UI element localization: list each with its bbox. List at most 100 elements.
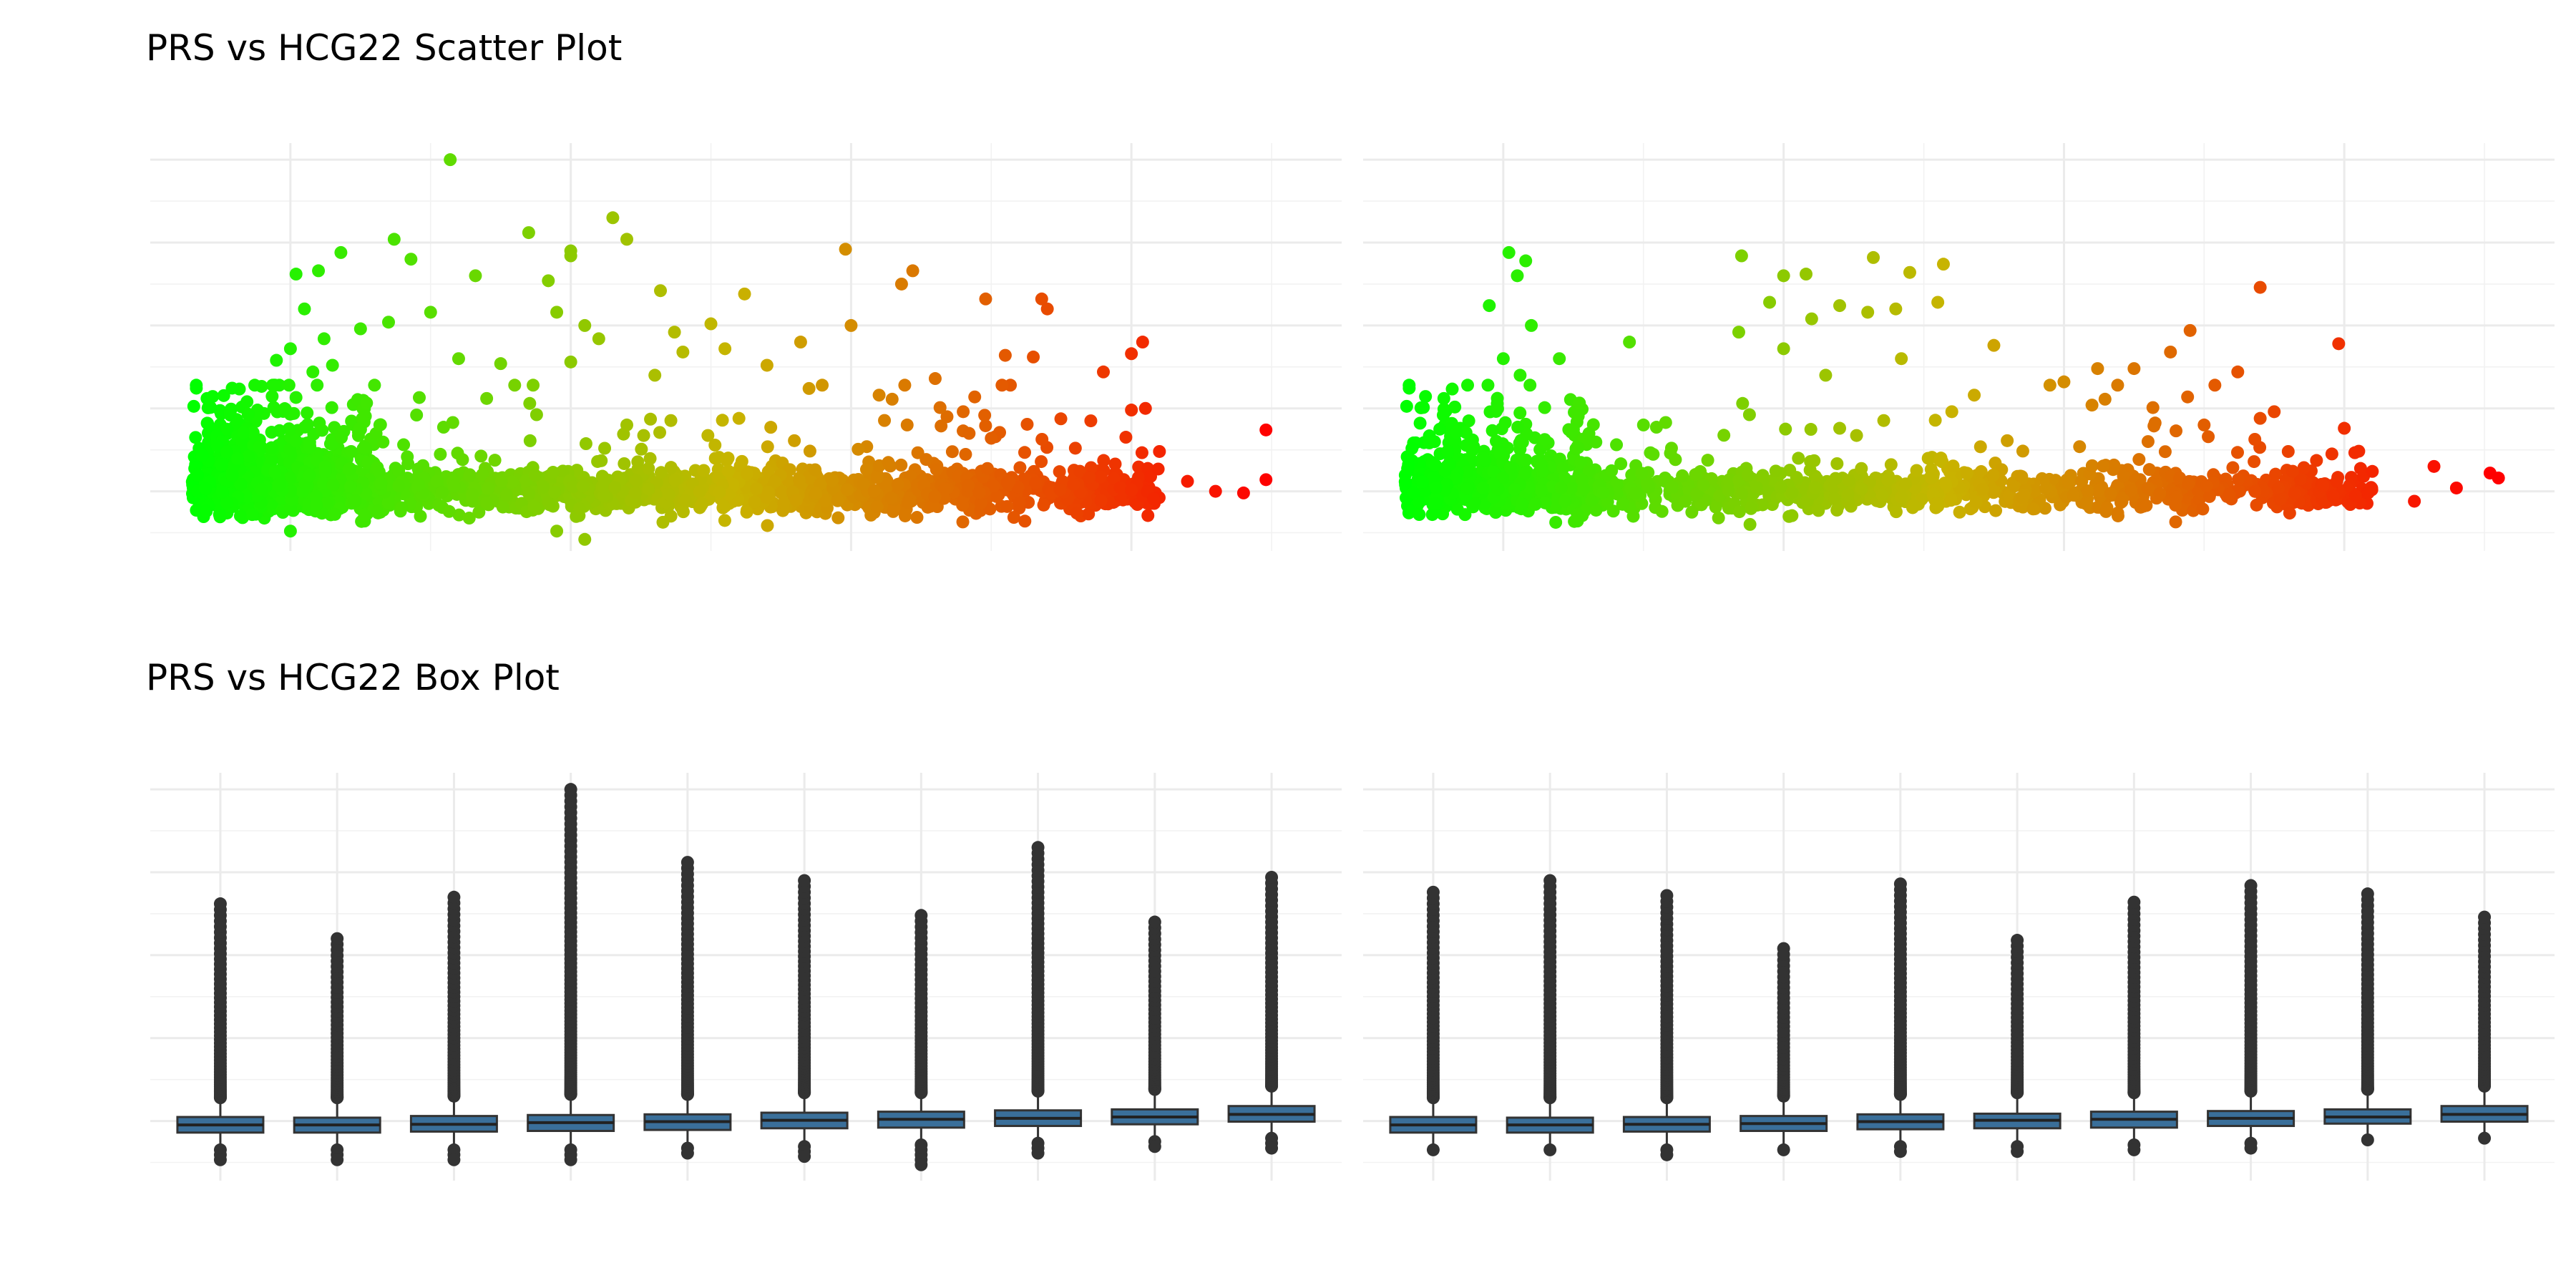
scatter-point [1655,504,1669,518]
scatter-point [1899,477,1913,491]
scatter-point [1974,465,1988,479]
scatter-point [1828,492,1841,506]
scatter-point [1259,473,1273,487]
scatter-point [265,426,278,439]
scatter-point [1535,484,1548,497]
facet-panels [150,143,2555,1181]
scatter-point [342,462,356,476]
scatter-point [704,317,718,331]
scatter-point [1458,508,1472,522]
scatter-point [1842,474,1855,487]
scatter-point [1519,254,1533,268]
scatter-point [1549,515,1563,529]
scatter-point [844,318,858,332]
scatter-point [2449,481,2463,494]
scatter-point [1712,511,1725,525]
scatter-point [940,410,954,424]
scatter-point [1000,499,1014,513]
scatter-point [442,504,456,518]
scatter-point [1054,412,1068,426]
scatter-point [550,306,564,319]
scatter-point [620,233,633,246]
scatter-point [434,447,447,461]
scatter-point [480,496,494,509]
scatter-point [1774,480,1787,494]
outlier-point [1265,870,1279,884]
scatter-point [241,449,255,463]
scatter-point [1400,399,1413,413]
scatter-point [245,508,259,522]
scatter-point [463,469,477,482]
scatter-point [278,402,291,416]
scatter-point [1717,429,1731,442]
scatter-point [225,469,239,482]
scatter-point [283,342,297,356]
scatter-point [2127,362,2141,376]
scatter-point [265,389,279,403]
scatter-point [938,482,952,495]
scatter-points [1398,245,2505,531]
scatter-point [2170,424,2183,438]
scatter-point [1741,469,1755,482]
scatter-point [738,287,751,301]
scatter-point [2269,467,2283,481]
scatter-point [1407,486,1420,499]
scatter-point [978,409,992,422]
scatter-point [1769,464,1782,478]
scatter-point [234,478,248,492]
scatter-point [1736,396,1750,410]
scatter-point [424,306,437,319]
scatter-point [979,419,992,432]
scatter-point [968,390,982,404]
scatter-point [777,497,791,510]
scatter-point [809,487,823,500]
scatter-point [1554,481,1568,494]
scatter-point [643,452,657,465]
scatter-point [990,489,1003,503]
scatter-point [972,486,986,499]
scatter-point [959,447,972,461]
scatter-point [769,475,782,489]
scatter-point [2039,482,2052,495]
scatter-point [2223,487,2236,501]
scatter-point [2002,489,2016,502]
scatter-point [360,396,374,410]
scatter-point [831,511,845,525]
scatter-point [2111,379,2124,392]
scatter-panel-test [1363,143,2555,551]
scatter-point [1125,404,1138,417]
scatter-point [764,421,778,434]
scatter-point [2111,506,2124,519]
scatter-point [1485,424,1499,437]
scatter-point [1399,478,1413,492]
scatter-point [1745,502,1758,515]
scatter-point [564,249,577,263]
scatter-point [726,477,740,491]
scatter-point [1013,461,1027,474]
scatter-point [713,485,726,499]
scatter-point [1884,458,1898,472]
scatter-point [1910,464,1923,477]
scatter-point [210,439,224,453]
scatter-point [215,485,229,499]
scatter-point [1679,494,1692,508]
scatter-point [381,496,395,509]
scatter-point [793,474,806,487]
scatter-point [1805,312,1818,326]
scatter-point [1829,472,1843,485]
scatter-point [1476,482,1490,495]
scatter-point [444,153,457,167]
scatter-point [668,474,682,487]
outlier-point [331,932,344,945]
scatter-point [265,441,278,454]
scatter-point [826,474,839,487]
scatter-point [656,515,670,529]
scatter-point [2153,487,2167,500]
scatter-point [233,509,247,522]
scatter-point [268,465,281,479]
scatter-point [1808,481,1822,494]
scatter-point [372,465,386,479]
scatter-point [1428,458,1442,472]
scatter-point [1732,505,1746,519]
scatter-point [2015,469,2029,483]
